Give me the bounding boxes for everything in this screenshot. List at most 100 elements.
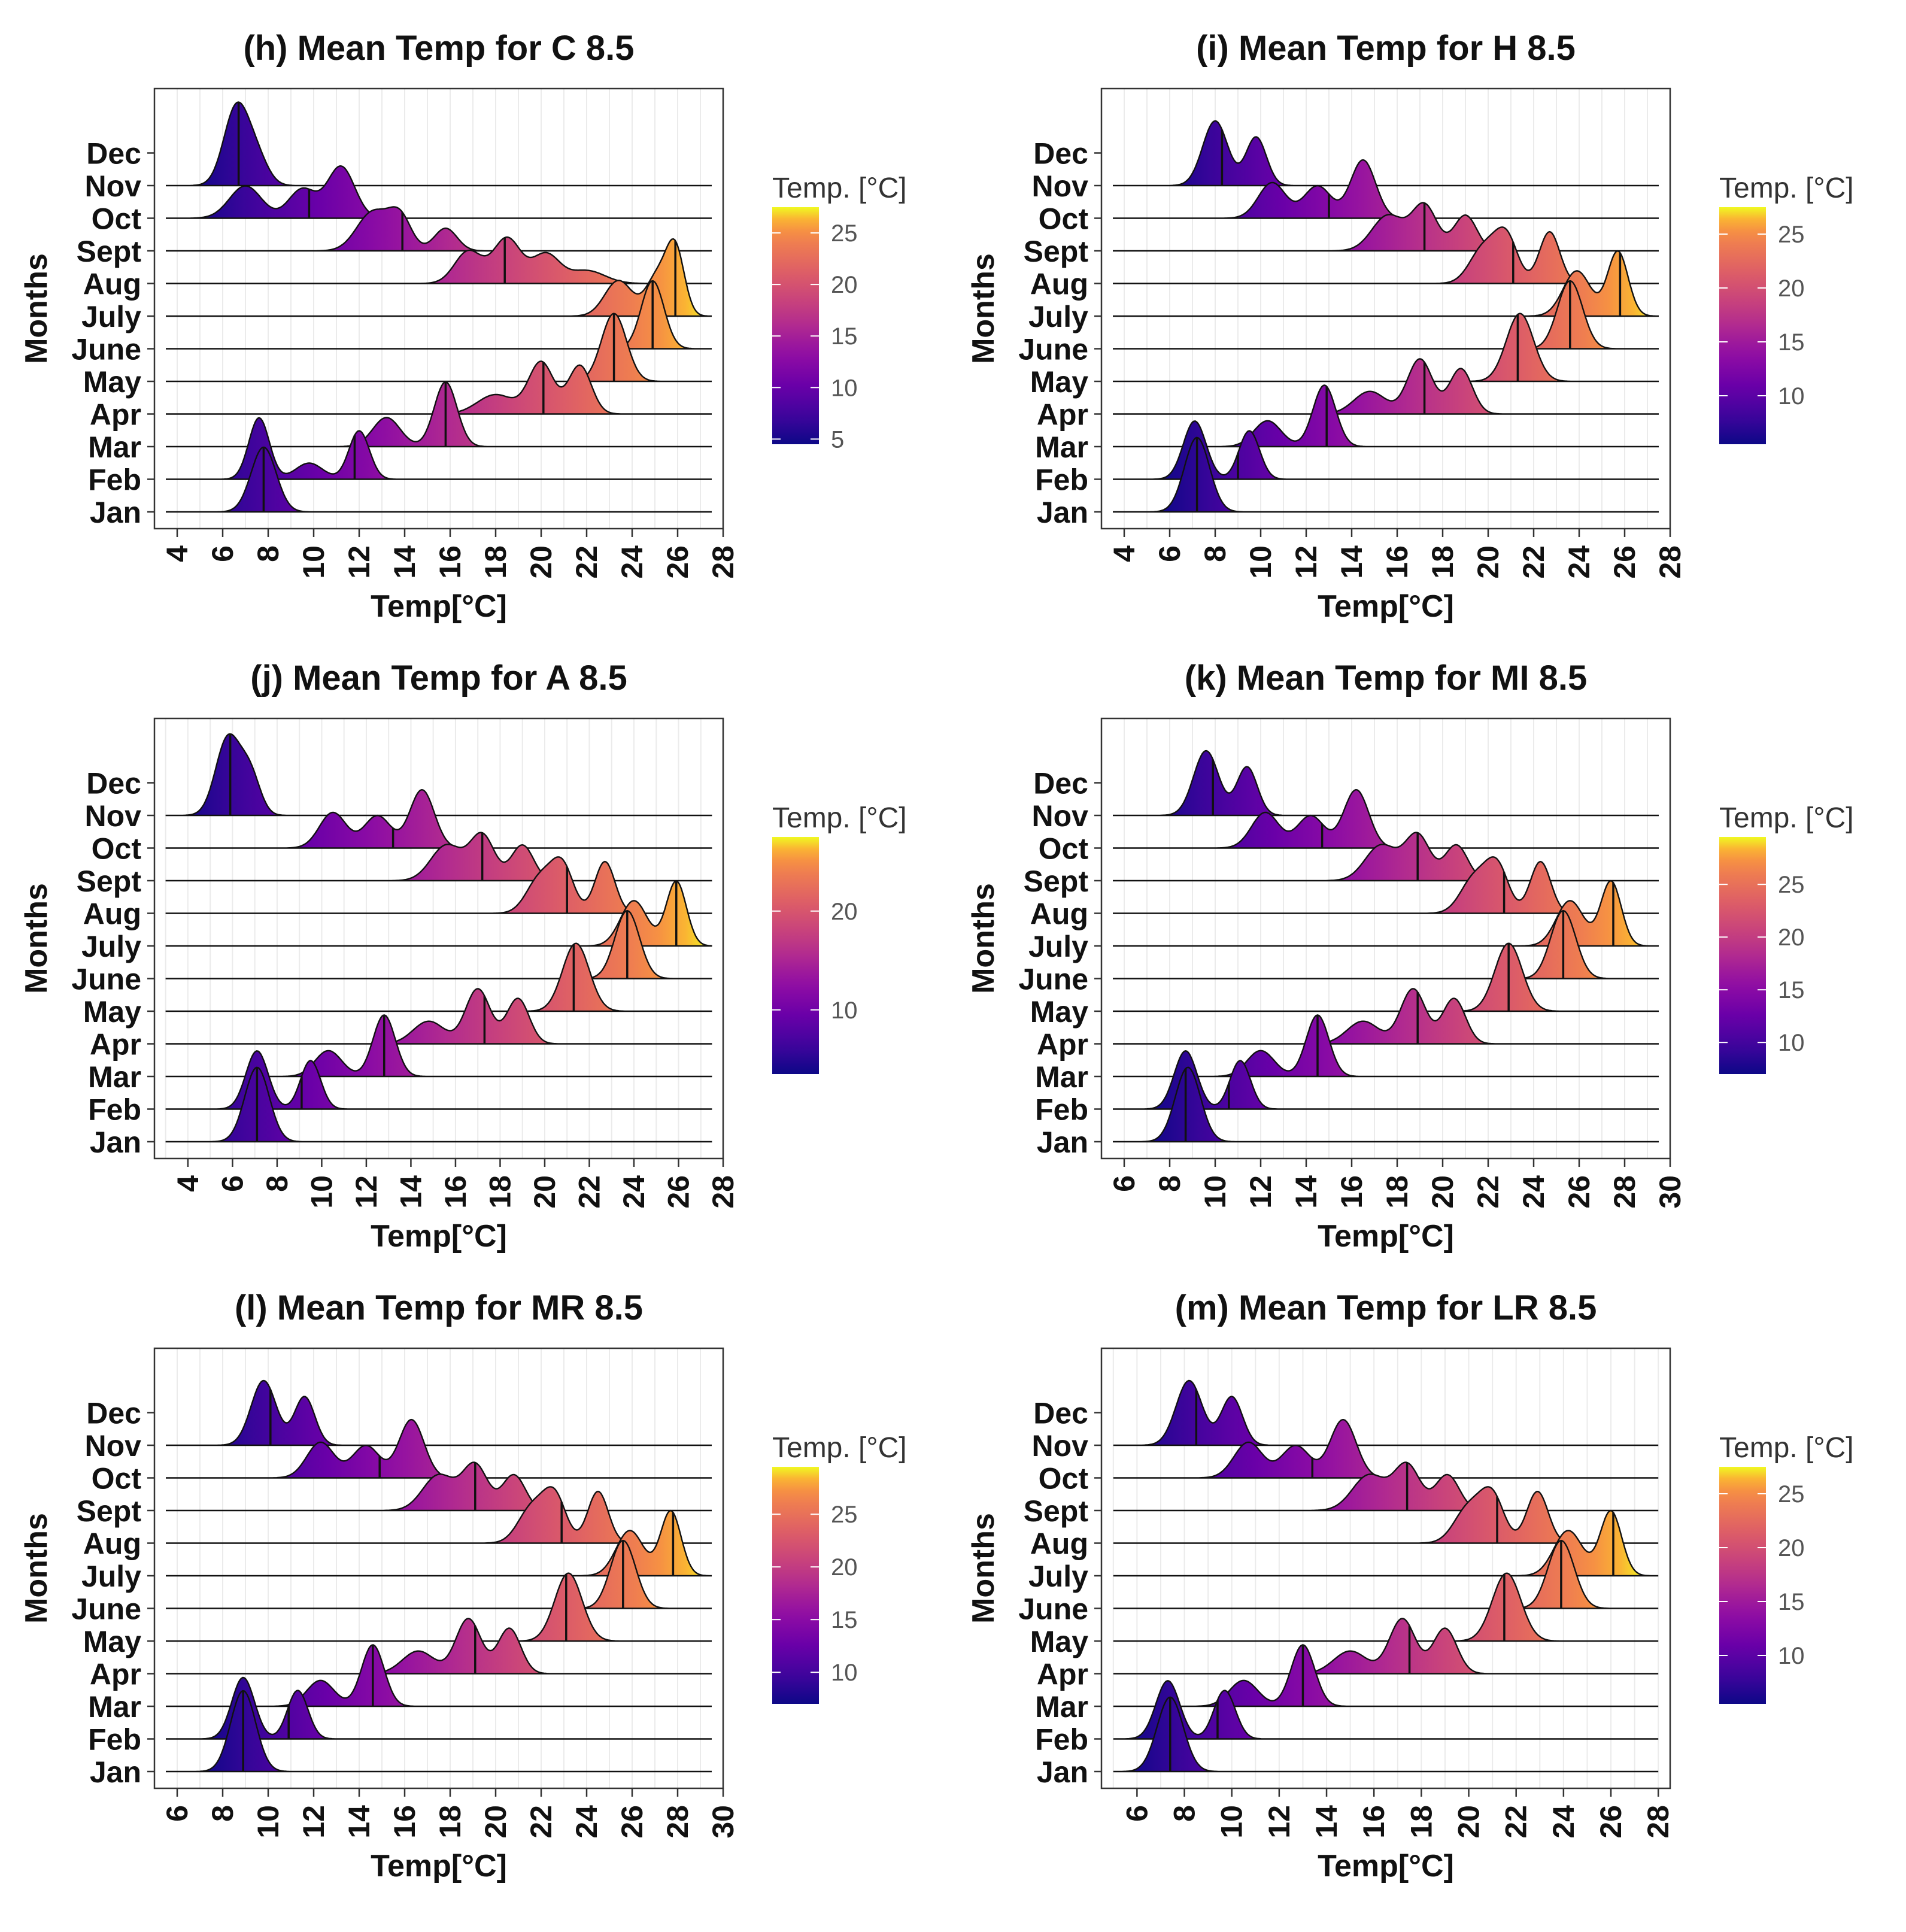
x-tick-label: 4 (160, 545, 194, 562)
x-tick-label: 16 (1380, 545, 1414, 579)
month-label-sept: Sept (77, 235, 142, 268)
x-tick-label: 6 (160, 1805, 194, 1822)
month-label-mar: Mar (88, 430, 141, 464)
x-tick-label: 14 (342, 1805, 376, 1839)
month-label-may: May (1030, 1625, 1088, 1658)
ridges (166, 1379, 712, 1773)
ridges (1113, 1379, 1659, 1773)
ridge-oct (1113, 159, 1659, 219)
x-tick-label: 22 (1517, 545, 1550, 579)
legend-title: Temp. [°C] (772, 1432, 907, 1464)
x-axis-title: Temp[°C] (1318, 1219, 1454, 1254)
ridge-sept (165, 832, 712, 882)
month-label-jan: Jan (1037, 1126, 1088, 1159)
ridge-july (1113, 879, 1659, 947)
x-tick-label: 6 (1107, 1175, 1141, 1192)
x-tick-label: 30 (706, 1805, 740, 1839)
x-tick-label: 24 (1562, 545, 1596, 579)
x-tick-label: 8 (251, 545, 285, 562)
ridge-apr (165, 988, 712, 1045)
colorbar-tick-label: 25 (831, 220, 858, 247)
x-tick-label: 20 (524, 545, 558, 579)
month-label-oct: Oct (92, 1462, 142, 1496)
month-label-oct: Oct (1039, 832, 1089, 866)
month-label-aug: Aug (83, 1527, 141, 1561)
x-tick-label: 8 (1168, 1805, 1201, 1822)
legend-title: Temp. [°C] (1719, 172, 1854, 204)
month-label-jan: Jan (90, 496, 141, 529)
chart-panel: (m) Mean Temp for LR 8.5JanFebMarAprMayJ… (966, 1288, 1854, 1884)
chart-title: (h) Mean Temp for C 8.5 (243, 29, 634, 68)
chart-panel: (k) Mean Temp for MI 8.5JanFebMarAprMayJ… (966, 659, 1854, 1254)
y-axis-title: Months (19, 253, 54, 364)
x-tick-label: 24 (1547, 1805, 1580, 1839)
month-label-dec: Dec (1033, 1397, 1088, 1430)
x-tick-label: 14 (1289, 1175, 1323, 1209)
ridge-apr (1113, 358, 1659, 415)
chart-panel: (h) Mean Temp for C 8.5JanFebMarAprMayJu… (19, 29, 907, 624)
month-label-may: May (83, 995, 141, 1029)
month-label-may: May (1030, 365, 1088, 399)
y-axis-title: Months (966, 253, 1001, 364)
ridges (1113, 750, 1659, 1143)
month-label-aug: Aug (1030, 1527, 1088, 1561)
x-tick-label: 26 (661, 545, 694, 579)
ridge-jan (1113, 436, 1659, 513)
x-tick-label: 6 (216, 1175, 249, 1192)
legend-title: Temp. [°C] (1719, 1432, 1854, 1464)
x-tick-label: 16 (433, 545, 467, 579)
month-label-may: May (1030, 995, 1088, 1029)
ridge-june (1113, 280, 1659, 350)
month-label-july: July (81, 300, 141, 333)
x-tick-label: 18 (483, 1175, 517, 1209)
colorbar-tick-label: 25 (831, 1502, 858, 1528)
colorbar (772, 1467, 819, 1704)
month-label-may: May (83, 1625, 141, 1658)
month-label-apr: Apr (1037, 1658, 1088, 1691)
ridge-july (1113, 250, 1659, 317)
plot-border (1100, 717, 1671, 1160)
ridge-nov (1113, 1379, 1659, 1446)
month-label-feb: Feb (88, 1723, 141, 1757)
chart-panel: (i) Mean Temp for H 8.5JanFebMarAprMayJu… (966, 29, 1854, 624)
x-tick-label: 24 (570, 1805, 603, 1839)
ridge-may (1113, 942, 1659, 1012)
x-tick-label: 28 (661, 1805, 694, 1839)
x-tick-label: 6 (206, 545, 239, 562)
chart-panel: (j) Mean Temp for A 8.5JanFebMarAprMayJu… (19, 659, 907, 1254)
month-label-apr: Apr (1037, 398, 1088, 432)
colorbar (772, 207, 819, 444)
x-tick-label: 10 (1198, 1175, 1232, 1209)
x-tick-label: 16 (439, 1175, 472, 1209)
colorbar-tick-label: 15 (1778, 329, 1805, 356)
x-tick-label: 22 (1500, 1805, 1533, 1839)
month-label-jan: Jan (1037, 1755, 1088, 1789)
month-label-july: July (1028, 1560, 1088, 1593)
x-tick-label: 8 (206, 1805, 239, 1822)
chart-title: (k) Mean Temp for MI 8.5 (1185, 659, 1587, 697)
month-label-sept: Sept (1024, 1494, 1089, 1528)
colorbar-tick-label: 25 (1778, 1481, 1805, 1508)
ridge-june (165, 909, 712, 979)
month-label-apr: Apr (90, 1658, 141, 1691)
month-label-apr: Apr (1037, 1028, 1088, 1061)
month-label-july: July (81, 1560, 141, 1593)
chart-title: (i) Mean Temp for H 8.5 (1196, 29, 1576, 68)
month-label-oct: Oct (92, 202, 142, 236)
colorbar-tick-label: 20 (831, 272, 858, 298)
month-label-june: June (71, 963, 141, 996)
month-label-oct: Oct (1039, 202, 1089, 236)
x-tick-label: 12 (342, 545, 376, 579)
x-tick-label: 28 (1608, 1175, 1641, 1209)
plot-border (153, 87, 724, 530)
month-label-oct: Oct (92, 832, 142, 866)
x-tick-label: 30 (1653, 1175, 1687, 1209)
month-label-jan: Jan (1037, 496, 1088, 529)
ridge-feb (166, 417, 712, 480)
x-tick-label: 12 (1262, 1805, 1296, 1839)
x-tick-label: 12 (1244, 1175, 1277, 1209)
ridge-sept (1113, 1461, 1659, 1512)
x-tick-label: 4 (1107, 545, 1141, 562)
ridge-apr (1113, 988, 1659, 1045)
month-label-feb: Feb (88, 463, 141, 497)
